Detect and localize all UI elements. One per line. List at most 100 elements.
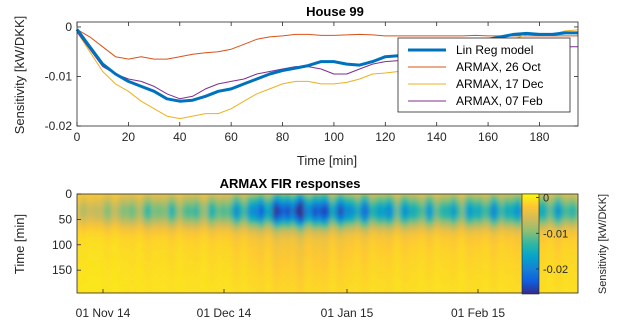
- heatmap-cell: [273, 210, 278, 216]
- heatmap-cell: [277, 231, 283, 236]
- heatmap-cell: [142, 198, 148, 203]
- heatmap-cell: [251, 235, 257, 240]
- heatmap-cell: [98, 280, 104, 286]
- heatmap-cell: [517, 243, 522, 249]
- heatmap-cell: [120, 194, 126, 199]
- heatmap-cell: [508, 194, 514, 199]
- heatmap-cell: [355, 202, 361, 207]
- heatmap-cell: [181, 206, 187, 212]
- heatmap-cell: [347, 276, 353, 282]
- heatmap-cell: [438, 227, 444, 232]
- heatmap-cell: [338, 288, 344, 293]
- heatmap-cell: [360, 243, 366, 249]
- heatmap-cell: [368, 255, 374, 261]
- heatmap-cell: [81, 210, 87, 216]
- heatmap-cell: [137, 239, 143, 245]
- heatmap-cell: [464, 202, 470, 207]
- heatmap-cell: [273, 222, 278, 228]
- heatmap-cell: [133, 276, 139, 282]
- heatmap-cell: [373, 255, 379, 261]
- heatmap-cell: [111, 255, 117, 261]
- heatmap-cell: [216, 206, 222, 212]
- heatmap-cell: [334, 206, 339, 212]
- heatmap-cell: [264, 227, 270, 232]
- heatmap-cell: [451, 194, 457, 199]
- heatmap-cell: [329, 222, 335, 228]
- heatmap-cell: [98, 255, 104, 261]
- heatmap-cell: [490, 251, 496, 257]
- heatmap-cell: [429, 239, 435, 245]
- heatmap-cell: [477, 206, 483, 212]
- heatmap-cell: [233, 247, 239, 253]
- heatmap-cell: [342, 239, 348, 245]
- heatmap-cell: [85, 218, 91, 224]
- heatmap-cell: [159, 194, 165, 199]
- heatmap-cell: [129, 198, 135, 203]
- heatmap-cell: [220, 264, 226, 269]
- heatmap-cell: [403, 210, 409, 216]
- heatmap-cell: [399, 210, 405, 216]
- heatmap-cell: [142, 247, 148, 253]
- heatmap-cell: [107, 198, 113, 203]
- heatmap-cell: [564, 194, 570, 199]
- heatmap-cell: [194, 194, 200, 199]
- heatmap-cell: [190, 251, 196, 257]
- heatmap-cell: [499, 247, 505, 253]
- heatmap-cell: [290, 202, 296, 207]
- heatmap-cell: [338, 251, 344, 257]
- heatmap-cell: [203, 247, 209, 253]
- heatmap-cell: [177, 272, 183, 278]
- heatmap-cell: [464, 222, 470, 228]
- heatmap-cell: [277, 218, 283, 224]
- heatmap-cell: [238, 280, 244, 286]
- heatmap-cell: [225, 235, 231, 240]
- heatmap-cell: [421, 247, 427, 253]
- heatmap-cell: [334, 251, 339, 257]
- heatmap-cell: [194, 222, 200, 228]
- heatmap-cell: [451, 255, 457, 261]
- heatmap-cell: [403, 260, 409, 265]
- heatmap-cell: [273, 264, 278, 269]
- heatmap-cell: [438, 288, 444, 293]
- heatmap-cell: [233, 235, 239, 240]
- heatmap-cell: [177, 206, 183, 212]
- heatmap-cell: [299, 227, 305, 232]
- heatmap-cell: [212, 288, 218, 293]
- heatmap-cell: [360, 194, 366, 199]
- heatmap-cell: [155, 260, 161, 265]
- heatmap-cell: [386, 280, 392, 286]
- heatmap-cell: [316, 227, 322, 232]
- heatmap-cell: [172, 247, 178, 253]
- heatmap-cell: [281, 210, 287, 216]
- heatmap-cell: [486, 288, 492, 293]
- heatmap-cell: [281, 268, 287, 273]
- heatmap-cell: [447, 251, 453, 257]
- heatmap-cell: [351, 210, 357, 216]
- heatmap-cell: [229, 239, 235, 245]
- heatmap-cell: [286, 235, 292, 240]
- heatmap-cell: [246, 222, 252, 228]
- heatmap-cell: [364, 243, 370, 249]
- heatmap-cell: [338, 210, 344, 216]
- heatmap-cell: [560, 206, 566, 212]
- heatmap-cell: [438, 202, 444, 207]
- heatmap-cell: [290, 194, 296, 199]
- heatmap-cell: [77, 222, 82, 228]
- heatmap-cell: [155, 255, 161, 261]
- heatmap-cell: [142, 210, 148, 216]
- heatmap-cell: [442, 264, 448, 269]
- heatmap-cell: [469, 276, 475, 282]
- line-chart-frame: [76, 21, 579, 127]
- heatmap-cell: [229, 202, 235, 207]
- heatmap-cell: [212, 251, 218, 257]
- heatmap-cell: [133, 264, 139, 269]
- heatmap-cell: [320, 194, 326, 199]
- heatmap-cell: [273, 198, 278, 203]
- heatmap-cell: [111, 202, 117, 207]
- heatmap-cell: [190, 227, 196, 232]
- heatmap-cell: [425, 284, 431, 290]
- heatmap-cell: [412, 214, 418, 220]
- heatmap-cell: [307, 276, 313, 282]
- heatmap-cell: [386, 268, 392, 273]
- heatmap-cell: [312, 288, 318, 293]
